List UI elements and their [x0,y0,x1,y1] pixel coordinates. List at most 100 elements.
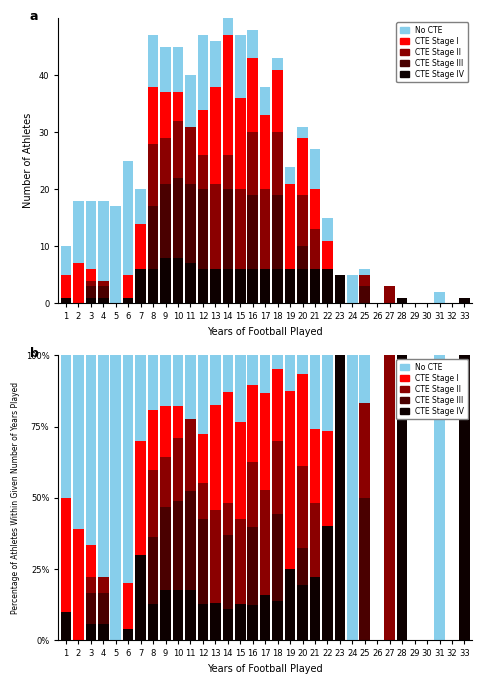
Bar [85,593,96,625]
Bar [297,549,308,585]
Bar [160,47,171,92]
Bar [260,595,270,640]
Bar [160,590,171,640]
Bar [148,604,158,640]
Bar [173,258,183,303]
Bar [148,471,158,537]
Bar [135,440,146,555]
Bar [297,269,308,303]
Bar [247,269,258,303]
Bar [98,625,109,640]
Bar [135,555,146,640]
Bar [160,508,171,590]
Bar [185,356,196,419]
Bar [123,298,133,303]
Y-axis label: Percentage of Athletes Within Given Number of Years Played: Percentage of Athletes Within Given Numb… [11,382,20,614]
Bar [459,298,469,303]
Bar [185,184,196,264]
Bar [173,501,183,590]
Bar [384,356,395,640]
Bar [272,269,283,303]
Bar [297,247,308,269]
Bar [210,405,221,510]
Bar [123,629,133,640]
Bar [397,298,408,303]
Bar [347,356,357,640]
Bar [223,609,233,640]
Bar [459,356,469,640]
Bar [85,545,96,577]
Bar [148,356,158,410]
Bar [235,422,245,519]
Bar [73,264,84,303]
Bar [148,269,158,303]
Bar [85,625,96,640]
Bar [61,498,71,612]
Bar [322,526,333,640]
Bar [260,87,270,115]
Bar [322,240,333,269]
Bar [335,356,345,640]
Bar [297,585,308,640]
Bar [210,356,221,405]
Bar [235,36,245,98]
Bar [247,29,258,58]
Bar [235,189,245,269]
Bar [160,258,171,303]
Bar [85,577,96,593]
Bar [173,178,183,258]
Bar [272,441,283,514]
Bar [434,356,445,640]
Bar [322,432,333,526]
Bar [272,58,283,70]
Bar [322,356,333,432]
Bar [98,593,109,625]
Bar [285,569,296,640]
Bar [260,115,270,189]
Bar [210,87,221,184]
Bar [198,434,208,483]
Bar [434,292,445,303]
Bar [198,483,208,519]
Bar [310,229,320,269]
Bar [73,356,84,530]
Bar [223,155,233,189]
X-axis label: Years of Football Played: Years of Football Played [207,327,323,337]
Bar [223,269,233,303]
Bar [247,527,258,605]
Bar [272,514,283,601]
Bar [61,612,71,640]
Bar [310,429,320,503]
Bar [185,75,196,127]
Bar [123,356,133,584]
Bar [111,356,121,640]
Bar [335,275,345,303]
Bar [210,41,221,87]
Bar [198,110,208,155]
Bar [123,584,133,629]
Bar [272,70,283,132]
Bar [210,510,221,603]
Bar [173,47,183,92]
Bar [135,356,146,440]
Bar [160,356,171,406]
Bar [210,269,221,303]
Bar [198,189,208,269]
Bar [61,247,71,275]
Bar [198,356,208,434]
Bar [185,264,196,303]
Bar [98,201,109,281]
Bar [198,155,208,189]
Text: b: b [29,347,38,360]
Bar [61,298,71,303]
Bar [173,438,183,501]
Bar [135,189,146,223]
Bar [272,195,283,269]
Bar [210,184,221,269]
Bar [310,577,320,640]
Bar [135,269,146,303]
Bar [223,189,233,269]
Bar [85,298,96,303]
Bar [160,138,171,184]
Bar [260,189,270,269]
